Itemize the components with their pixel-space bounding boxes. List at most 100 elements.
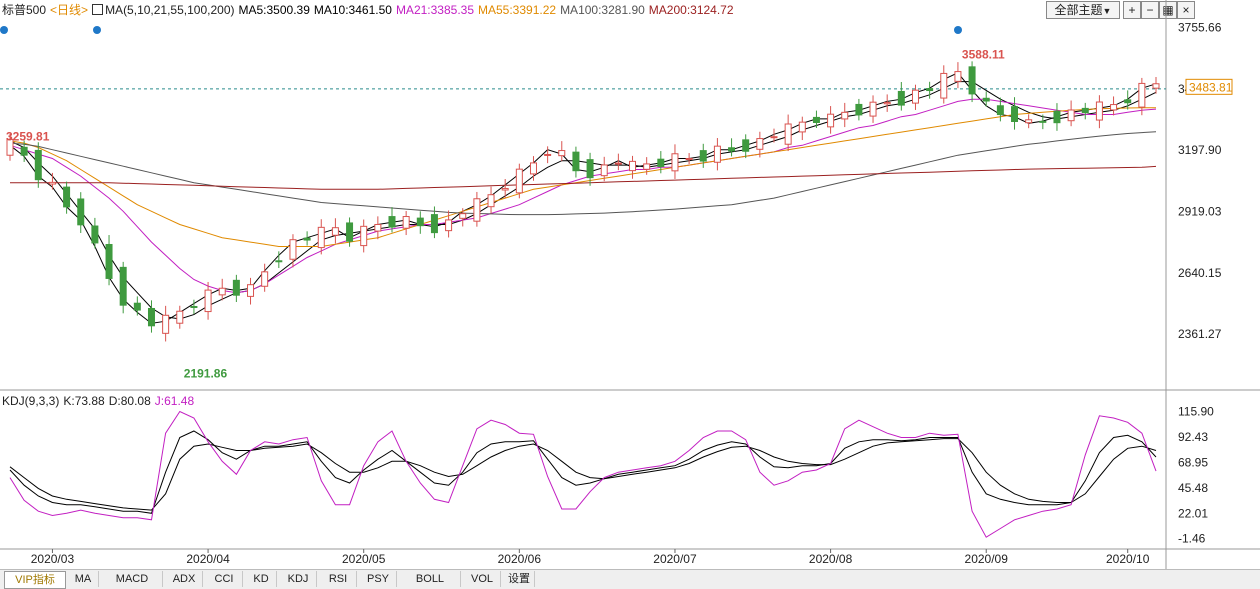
month-label: 2020/06 (498, 552, 542, 566)
candle-body (812, 116, 820, 124)
event-marker-icon[interactable] (93, 26, 101, 34)
candle-body (1067, 109, 1075, 122)
candle-body (883, 102, 891, 105)
event-marker-icon[interactable] (954, 26, 962, 34)
candle-body (798, 121, 806, 133)
candle-body (162, 314, 170, 334)
candle-body (331, 227, 339, 236)
candle-body (317, 226, 325, 249)
current-price-value: 3483.81 (1189, 80, 1233, 94)
main-header: 标普500 <日线> MA(5,10,21,55,100,200) MA5:3500.… (2, 2, 738, 18)
candle-body (232, 279, 240, 296)
ma-settings-icon[interactable] (92, 4, 104, 15)
candle-body (643, 163, 651, 170)
layout-icon: ▦ (1162, 3, 1174, 17)
candle-body (473, 198, 481, 222)
theme-select-label: 全部主题 (1054, 3, 1103, 17)
candle-body (558, 150, 566, 157)
ma-line-ma21 (9, 98, 1157, 294)
tab-boll[interactable]: BOLL (400, 571, 461, 587)
candle-body (63, 186, 71, 208)
candle-body (48, 181, 56, 185)
ma5-value: MA5:3500.39 (238, 3, 310, 17)
month-label: 2020/05 (342, 552, 386, 566)
candle-body (926, 88, 934, 92)
symbol-label: 标普500 (2, 3, 47, 17)
candle-body (784, 123, 792, 145)
tab-cci[interactable]: CCI (206, 571, 243, 587)
candle-body (218, 287, 226, 296)
tab-kdj[interactable]: KDJ (280, 571, 317, 587)
candle-body (34, 149, 42, 181)
candle-body (699, 150, 707, 162)
tab-vol[interactable]: VOL (464, 571, 501, 587)
candle-body (671, 153, 679, 172)
candle-body (713, 145, 721, 163)
zoom-out-button[interactable]: − (1141, 1, 1159, 19)
theme-select-button[interactable]: 全部主题▼ (1046, 1, 1120, 19)
kdj-tick-label: 68.95 (1178, 455, 1208, 469)
candle-body (586, 159, 594, 179)
candle-body (1025, 119, 1033, 124)
candle-body (190, 306, 198, 309)
tab-rsi[interactable]: RSI (320, 571, 357, 587)
candle-body (529, 162, 537, 175)
low-annotation: 2191.86 (184, 366, 228, 380)
candle-body (133, 302, 141, 311)
tab-kd[interactable]: KD (246, 571, 277, 587)
close-panel-button[interactable]: × (1177, 1, 1195, 19)
candle-body (119, 266, 127, 306)
kdj-d-value: D:80.08 (108, 394, 151, 408)
tab-psy[interactable]: PSY (360, 571, 397, 587)
candle-body (388, 216, 396, 228)
kdj-tick-label: 115.90 (1178, 405, 1214, 419)
candle-body (91, 225, 99, 244)
candle-body (1095, 101, 1103, 121)
candle-body (1039, 120, 1047, 123)
candle-body (911, 89, 919, 104)
month-label: 2020/07 (653, 552, 697, 566)
tab-adx[interactable]: ADX (166, 571, 203, 587)
start-level-annotation: 3259.81 (6, 130, 50, 144)
event-marker-icon[interactable] (0, 26, 8, 34)
zoom-out-icon: − (1146, 3, 1154, 17)
candle-body (1011, 106, 1019, 122)
zoom-in-button[interactable]: + (1123, 1, 1141, 19)
candle-body (657, 158, 665, 167)
candle-body (487, 194, 495, 208)
ma-line-ma200 (10, 165, 1157, 190)
candle-body (204, 289, 212, 313)
kdj-tick-label: 45.48 (1178, 481, 1208, 495)
chevron-down-icon: ▼ (1102, 6, 1112, 16)
ma21-value: MA21:3385.35 (395, 3, 474, 17)
tab-设置[interactable]: 设置 (504, 571, 535, 587)
ma-line-ma100 (9, 131, 1157, 216)
tab-macd[interactable]: MACD (102, 571, 163, 587)
ma-line-ma5 (9, 72, 1157, 324)
layout-button[interactable]: ▦ (1159, 1, 1177, 19)
kdj-tick-label: 92.43 (1178, 430, 1208, 444)
candle-body (954, 71, 962, 82)
candle-body (77, 198, 85, 226)
candle-body (629, 160, 637, 172)
month-label: 2020/04 (186, 552, 230, 566)
candle-body (303, 237, 311, 241)
chart-svg: 3755.663476.793197.902919.032640.152361.… (0, 0, 1260, 569)
tab-ma[interactable]: MA (68, 571, 99, 587)
candle-body (1081, 107, 1089, 114)
candle-body (105, 243, 113, 279)
ma-params: MA(5,10,21,55,100,200) (105, 3, 235, 17)
kdj-line-j (9, 410, 1157, 538)
tab-vip指标[interactable]: VIP指标 (4, 571, 66, 589)
period-selector[interactable]: <日线> (50, 3, 89, 17)
candle-body (1152, 83, 1160, 89)
candle-body (982, 97, 990, 102)
ma-line-ma10 (9, 81, 1157, 320)
price-tick-label: 2919.03 (1178, 205, 1222, 219)
ma10-value: MA10:3461.50 (313, 3, 392, 17)
candle-body (1138, 82, 1146, 108)
candle-body (600, 164, 608, 177)
ma100-value: MA100:3281.90 (560, 3, 645, 17)
candle-body (572, 151, 580, 172)
